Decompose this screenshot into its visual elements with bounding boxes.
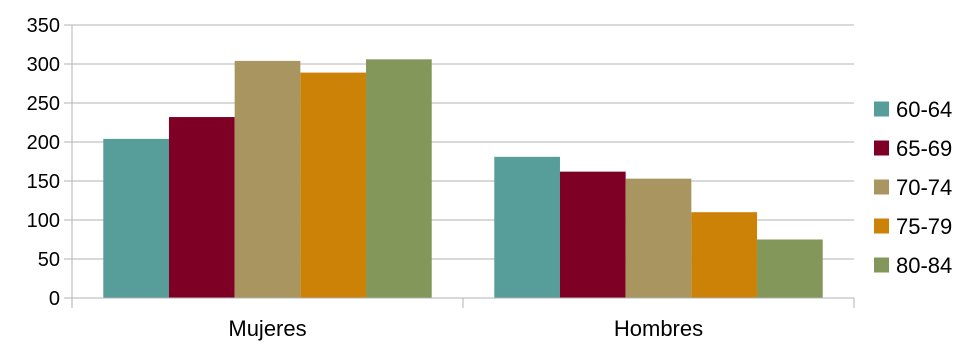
legend-entry-80-84: 80-84 bbox=[874, 253, 952, 278]
bar-hombres-70-74 bbox=[625, 178, 692, 298]
y-tick-labels: 0 50 100 150 200 250 300 350 bbox=[27, 15, 60, 310]
legend: 60-64 65-69 70-74 75-79 80-84 bbox=[874, 97, 952, 278]
legend-label: 60-64 bbox=[896, 97, 952, 122]
legend-entry-65-69: 65-69 bbox=[874, 136, 952, 161]
y-tick-label: 0 bbox=[49, 288, 60, 310]
legend-swatch bbox=[874, 218, 889, 234]
legend-label: 70-74 bbox=[896, 175, 952, 200]
y-tick-label: 250 bbox=[27, 93, 60, 115]
y-tick-label: 350 bbox=[27, 15, 60, 37]
y-tick-label: 100 bbox=[27, 210, 60, 232]
bar-mujeres-70-74 bbox=[234, 60, 301, 298]
bar-hombres-75-79 bbox=[691, 212, 758, 298]
bars bbox=[103, 59, 823, 298]
legend-label: 80-84 bbox=[896, 253, 952, 278]
legend-swatch bbox=[874, 101, 889, 117]
y-tick-label: 150 bbox=[27, 171, 60, 193]
legend-entry-75-79: 75-79 bbox=[874, 214, 952, 239]
legend-swatch bbox=[874, 179, 889, 195]
bar-mujeres-80-84 bbox=[366, 59, 432, 298]
bar-mujeres-65-69 bbox=[168, 117, 235, 298]
bar-hombres-65-69 bbox=[559, 171, 626, 298]
bar-hombres-80-84 bbox=[757, 239, 823, 298]
y-tick-label: 50 bbox=[38, 249, 60, 271]
legend-entry-70-74: 70-74 bbox=[874, 175, 952, 200]
legend-label: 65-69 bbox=[896, 136, 952, 161]
bar-hombres-60-64 bbox=[494, 156, 560, 298]
bar-mujeres-60-64 bbox=[103, 138, 169, 298]
y-tick-label: 300 bbox=[27, 54, 60, 76]
bar-mujeres-75-79 bbox=[300, 72, 367, 298]
x-category-label: Hombres bbox=[614, 316, 703, 341]
legend-label: 75-79 bbox=[896, 214, 952, 239]
legend-swatch bbox=[874, 257, 889, 273]
legend-swatch bbox=[874, 140, 889, 156]
x-category-label: Mujeres bbox=[228, 316, 306, 341]
y-tick-label: 200 bbox=[27, 132, 60, 154]
x-category-labels: Mujeres Hombres bbox=[228, 316, 703, 341]
legend-entry-60-64: 60-64 bbox=[874, 97, 952, 122]
axes bbox=[71, 25, 855, 308]
